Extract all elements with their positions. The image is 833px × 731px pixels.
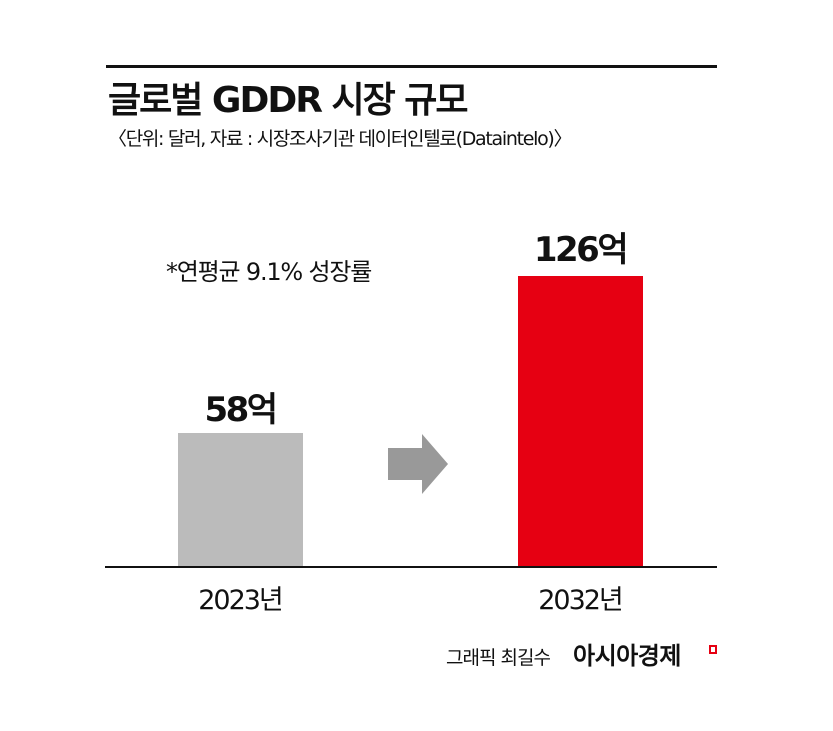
chart-subtitle: 〈단위: 달러, 자료 : 시장조사기관 데이터인텔로(Dataintelo)〉 xyxy=(108,128,573,150)
bar-2023 xyxy=(178,433,303,567)
brand-logo-text: 아시아경제 xyxy=(573,642,681,670)
graphic-credit: 그래픽 최길수 xyxy=(446,647,551,669)
bar-2032 xyxy=(518,276,643,567)
x-axis-baseline xyxy=(105,566,717,568)
top-rule xyxy=(106,65,717,68)
x-label-2032: 2032년 xyxy=(538,585,624,616)
x-label-2023: 2023년 xyxy=(198,585,284,616)
bar-value-label-2023: 58억 xyxy=(204,390,278,430)
bar-value-label-2032: 126억 xyxy=(533,230,629,270)
chart-title: 글로벌 GDDR 시장 규모 xyxy=(108,80,468,121)
brand-mark-icon xyxy=(709,645,717,654)
growth-rate-note: *연평균 9.1% 성장률 xyxy=(166,258,372,286)
arrow-right-icon xyxy=(388,434,450,494)
